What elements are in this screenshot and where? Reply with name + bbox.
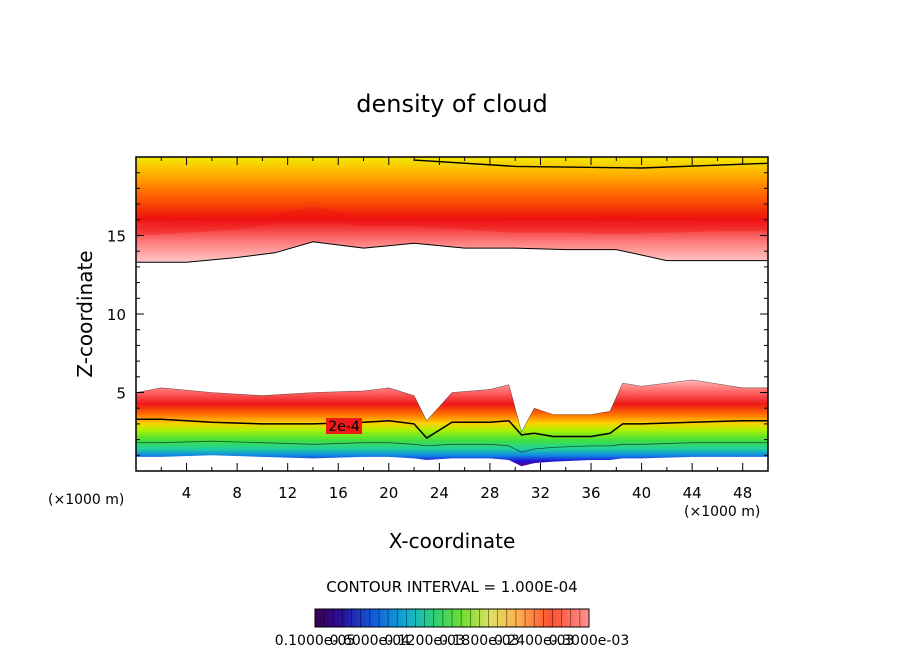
contour-line-2e-4 <box>136 418 768 439</box>
lower-layer-top-contour <box>136 379 768 433</box>
x-tick-label: 44 <box>683 484 702 502</box>
x-tick-labels: 4 8 12 16 20 24 28 32 36 40 44 48 <box>182 484 752 502</box>
x-tick-label: 32 <box>531 484 550 502</box>
x-tick-label: 20 <box>379 484 398 502</box>
colorbar-ticks <box>323 609 581 627</box>
colorbar-label: 0.1800e-03 <box>439 633 519 649</box>
x-axis-label: X-coordinate <box>389 529 516 553</box>
x-tick-label: 16 <box>329 484 348 502</box>
colorbar-label: 0.3000e-03 <box>549 633 629 649</box>
colorbar-labels: 0.1000e-050.6000e-040.1200e-030.1800e-03… <box>275 633 629 649</box>
plot-area <box>136 157 768 467</box>
x-tick-label: 24 <box>430 484 449 502</box>
colorbar-frame <box>314 608 590 628</box>
x-tick-label: 36 <box>581 484 600 502</box>
y-tick-label: 15 <box>107 228 126 246</box>
top-contour-line <box>414 159 768 169</box>
x-tick-label: 8 <box>232 484 242 502</box>
y-tick-label: 10 <box>107 306 126 324</box>
colorbar-label: 0.6000e-04 <box>330 633 411 649</box>
upper-layer-core <box>136 206 768 236</box>
y-tick-label: 5 <box>116 385 126 403</box>
contour-label: 2e-4 <box>328 419 360 435</box>
x-tick-label: 4 <box>182 484 192 502</box>
axis-ticks <box>136 157 768 471</box>
x-tick-label: 40 <box>632 484 651 502</box>
upper-cloud-layer <box>136 157 768 263</box>
contour-label-bg <box>326 418 362 434</box>
x-tick-label: 12 <box>278 484 297 502</box>
y-axis-label: Z-coordinate <box>73 250 97 377</box>
colorbar-label: 0.1200e-03 <box>384 633 464 649</box>
y-tick-labels: 5 10 15 <box>107 228 126 403</box>
lower-layer-base-contour <box>136 440 768 453</box>
colorbar-label: 0.2400e-03 <box>494 633 574 649</box>
x-units-right: (×1000 m) <box>684 504 760 520</box>
colorbar-label: 0.1000e-05 <box>275 633 355 649</box>
upper-layer-contour <box>136 241 768 263</box>
contour-interval-text: CONTOUR INTERVAL = 1.000E-04 <box>326 578 577 596</box>
x-units-left: (×1000 m) <box>48 492 124 508</box>
chart-title: density of cloud <box>356 90 547 118</box>
x-tick-label: 28 <box>480 484 499 502</box>
x-tick-label: 48 <box>733 484 752 502</box>
